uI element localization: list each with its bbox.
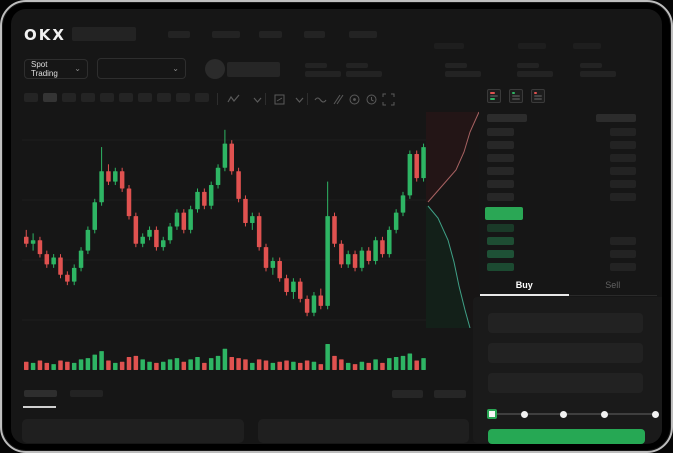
ticker-stat-2 <box>346 63 382 77</box>
nav-item-5[interactable] <box>349 31 377 38</box>
fullscreen-icon[interactable] <box>382 93 395 106</box>
ask-row[interactable] <box>487 125 636 138</box>
ask-row[interactable] <box>487 151 636 164</box>
header-right-item-3[interactable] <box>573 43 601 49</box>
timeframe-button[interactable] <box>100 93 114 102</box>
amount-input[interactable] <box>488 343 643 363</box>
chevron-down-icon: ⌄ <box>74 64 81 73</box>
trade-tabs: Buy Sell <box>480 274 657 296</box>
bid-row[interactable] <box>487 221 636 234</box>
ticker-stat-4 <box>517 63 553 77</box>
trading-app: OKX Spot Trading ⌄ ⌄ <box>11 9 662 444</box>
ticker-stat-1 <box>305 63 341 77</box>
market-type-dropdown[interactable]: Spot Trading ⌄ <box>24 59 88 79</box>
bottom-action-1[interactable] <box>392 390 423 398</box>
price-chart[interactable] <box>22 112 428 334</box>
coin-avatar <box>205 59 225 79</box>
nav-item-1[interactable] <box>168 31 190 38</box>
timeframe-button[interactable] <box>81 93 95 102</box>
nav-item-3[interactable] <box>259 31 282 38</box>
orderbook-bids <box>487 221 636 273</box>
timeframe-button[interactable] <box>138 93 152 102</box>
timeframe-button[interactable] <box>62 93 76 102</box>
header-right-item-1[interactable] <box>434 43 464 49</box>
tab-sell-label: Sell <box>605 279 621 290</box>
nav-item-4[interactable] <box>304 31 325 38</box>
timeframe-button[interactable] <box>176 93 190 102</box>
bid-row[interactable] <box>487 260 636 273</box>
nav-item-2[interactable] <box>212 31 240 38</box>
timeframe-button[interactable] <box>119 93 133 102</box>
market-type-label: Spot Trading <box>31 60 58 78</box>
ticker-stat-3 <box>445 63 481 77</box>
ask-row[interactable] <box>487 164 636 177</box>
bottom-action-2[interactable] <box>434 390 466 398</box>
price-input[interactable] <box>488 313 643 333</box>
total-input[interactable] <box>488 373 643 393</box>
depth-profile <box>426 110 479 328</box>
settings-icon[interactable] <box>365 93 378 106</box>
camera-icon[interactable] <box>348 93 361 106</box>
indicator-icon[interactable] <box>273 93 286 106</box>
last-price-bar <box>485 207 523 220</box>
ask-row[interactable] <box>487 190 636 203</box>
header-right-item-2[interactable] <box>518 43 546 49</box>
buy-submit-button[interactable] <box>488 429 645 444</box>
timeframe-button[interactable] <box>157 93 171 102</box>
draw-tool-icon[interactable] <box>331 93 344 106</box>
line-tool-icon[interactable] <box>314 93 327 106</box>
bid-row[interactable] <box>487 247 636 260</box>
chevron-down-icon[interactable] <box>293 93 306 106</box>
okx-logo[interactable]: OKX <box>24 26 66 44</box>
slider-stop[interactable] <box>600 411 608 418</box>
bottom-tab-2[interactable] <box>70 390 103 397</box>
volume-chart <box>24 344 426 370</box>
timeframe-button[interactable] <box>195 93 209 102</box>
slider-stop[interactable] <box>521 411 529 418</box>
tab-buy-label: Buy <box>515 279 533 290</box>
book-bids-icon[interactable] <box>509 89 523 103</box>
tab-sell[interactable]: Sell <box>569 274 658 295</box>
tab-buy[interactable]: Buy <box>480 274 569 296</box>
timeframe-button[interactable] <box>24 93 38 102</box>
ticker-stat-5 <box>580 63 616 77</box>
active-tab-underline <box>480 294 569 296</box>
logo-adjacent-placeholder <box>72 27 136 41</box>
bottom-panel-right <box>258 419 469 443</box>
slider-stop[interactable] <box>651 411 659 418</box>
orderbook-asks <box>487 125 636 203</box>
book-both-icon[interactable] <box>487 89 501 103</box>
ask-row[interactable] <box>487 138 636 151</box>
pair-name-placeholder[interactable] <box>227 62 280 77</box>
chart-type-icon[interactable] <box>227 93 240 106</box>
bid-row[interactable] <box>487 234 636 247</box>
chevron-down-icon[interactable] <box>251 93 264 106</box>
ask-row[interactable] <box>487 177 636 190</box>
bottom-active-tab-underline <box>23 406 56 408</box>
orderbook-header <box>487 114 636 122</box>
bottom-tab-1[interactable] <box>24 390 57 397</box>
slider-stop[interactable] <box>560 411 568 418</box>
amount-slider-track[interactable] <box>494 413 657 415</box>
chevron-down-icon: ⌄ <box>172 63 179 73</box>
slider-handle[interactable] <box>487 409 497 419</box>
timeframe-button[interactable] <box>43 93 57 102</box>
pair-dropdown[interactable]: ⌄ <box>97 58 186 79</box>
book-asks-icon[interactable] <box>531 89 545 103</box>
bottom-panel-left <box>22 419 244 443</box>
